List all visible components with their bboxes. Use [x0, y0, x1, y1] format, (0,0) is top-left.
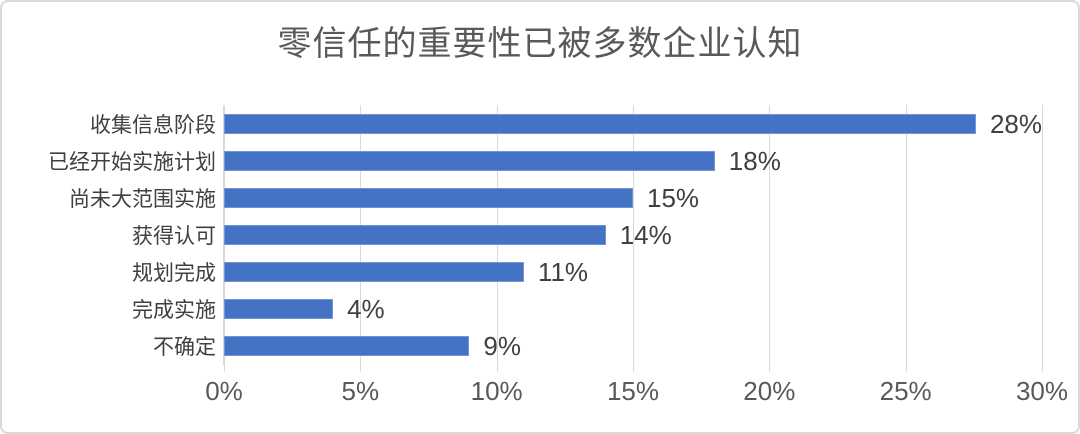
- x-tick-label: 30%: [1015, 376, 1069, 406]
- category-label: 完成实施: [132, 299, 216, 323]
- bar-value-label: 4%: [347, 294, 385, 325]
- axis-tick: [1042, 365, 1043, 372]
- x-tick-label: 20%: [743, 376, 796, 406]
- axis-tick: [769, 365, 771, 372]
- bar-value-label: 11%: [537, 257, 589, 288]
- x-tick-label: 25%: [879, 376, 932, 406]
- bar-row: 28%: [224, 105, 1042, 142]
- bar: [224, 262, 524, 283]
- bar: [224, 299, 334, 320]
- bar-value-label: 14%: [619, 219, 672, 250]
- x-tick-label: 15%: [606, 376, 660, 406]
- category-axis: 收集信息阶段已经开始实施计划尚未大范围实施获得认可规划完成完成实施不确定: [2, 105, 216, 365]
- axis-tick: [496, 365, 498, 372]
- bar-row: 9%: [224, 328, 1042, 365]
- bar-row: 18%: [224, 142, 1042, 179]
- bar-row: 4%: [224, 291, 1042, 328]
- bar-value-label: 9%: [483, 331, 521, 362]
- chart-title: 零信任的重要性已被多数企业认知: [277, 25, 803, 63]
- bar: [224, 113, 976, 134]
- bar: [224, 150, 715, 171]
- category-label: 已经开始实施计划: [48, 150, 216, 174]
- category-label: 不确定: [153, 336, 216, 360]
- plot-area: 28% 18% 15% 14% 11% 4% 9%: [223, 105, 1043, 372]
- axis-tick: [224, 365, 225, 372]
- x-tick-label: 0%: [205, 376, 243, 406]
- gridline: [1042, 105, 1043, 365]
- bar-value-label: 18%: [728, 145, 781, 176]
- gridline: [905, 105, 907, 365]
- x-tick-label: 5%: [341, 376, 380, 406]
- gridline: [633, 105, 634, 365]
- bar: [224, 336, 470, 357]
- x-tick-label: 10%: [470, 376, 523, 406]
- category-label: 尚未大范围实施: [69, 187, 216, 211]
- category-label: 收集信息阶段: [90, 113, 216, 137]
- bar-value-label: 15%: [647, 182, 700, 213]
- bar-row: 15%: [224, 179, 1042, 216]
- bar: [224, 187, 633, 208]
- x-axis: 0% 5% 10% 15% 20% 25% 30%: [2, 376, 1078, 408]
- category-label: 规划完成: [132, 262, 216, 286]
- axis-tick: [633, 365, 634, 372]
- bar-value-label: 28%: [989, 108, 1042, 139]
- gridline: [769, 105, 771, 365]
- bar-row: 11%: [224, 254, 1042, 291]
- bar-row: 14%: [224, 216, 1042, 253]
- axis-tick: [905, 365, 907, 372]
- bar: [224, 224, 606, 245]
- axis-tick: [360, 365, 362, 372]
- category-label: 获得认可: [132, 224, 216, 248]
